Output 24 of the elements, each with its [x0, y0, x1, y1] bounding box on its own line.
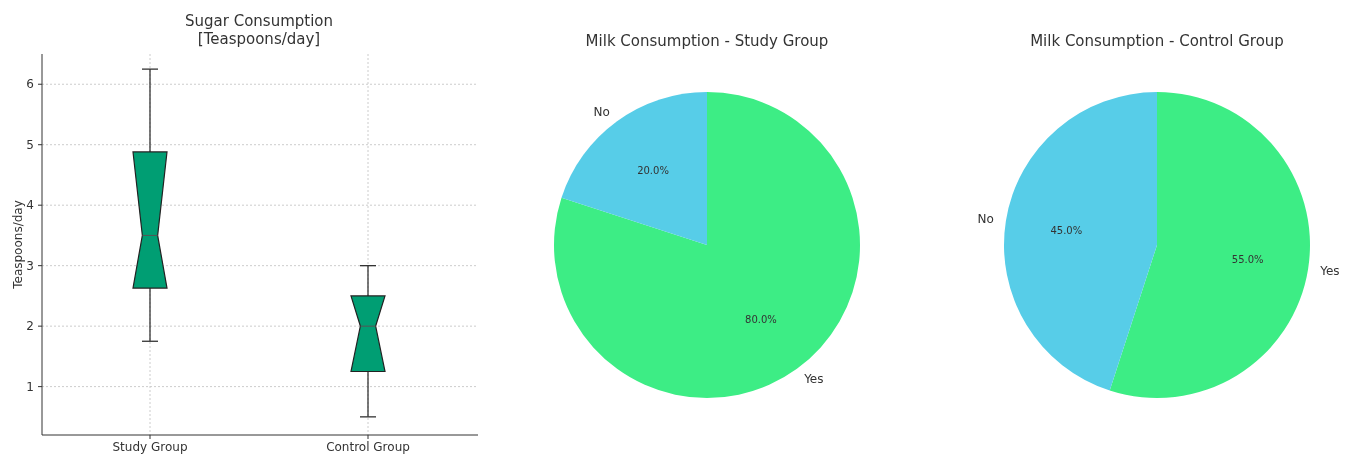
y-tick-label: 3 — [26, 258, 34, 273]
pie-slice — [1004, 92, 1157, 391]
pie-slice — [561, 92, 707, 245]
data-label: 80.0% — [745, 313, 777, 325]
slice-label: No — [977, 212, 994, 227]
data-label: 20.0% — [637, 165, 669, 177]
data-label: 55.0% — [1231, 253, 1264, 265]
data-label: 45.0% — [1050, 225, 1083, 237]
y-tick-label: 6 — [26, 77, 34, 92]
y-tick-label: 2 — [26, 319, 34, 334]
x-tick-label: Study Group — [112, 440, 188, 454]
y-tick-label: 1 — [26, 379, 34, 394]
slice-label: No — [593, 104, 610, 119]
pie-slice — [1109, 92, 1310, 398]
y-tick-label: 4 — [26, 198, 34, 213]
x-tick-label: Control Group — [326, 440, 410, 454]
pie-slice — [554, 92, 860, 398]
chart-title: Sugar Consumption [Teaspoons/day] — [184, 12, 334, 48]
y-tick-label: 5 — [26, 137, 34, 152]
chart-title: Milk Consumption - Control Group — [1030, 32, 1284, 50]
slice-label: Yes — [1319, 264, 1340, 279]
slice-label: Yes — [803, 371, 824, 386]
chart-title: Milk Consumption - Study Group — [585, 32, 829, 50]
y-axis-title: Teaspoons/day — [11, 200, 25, 290]
